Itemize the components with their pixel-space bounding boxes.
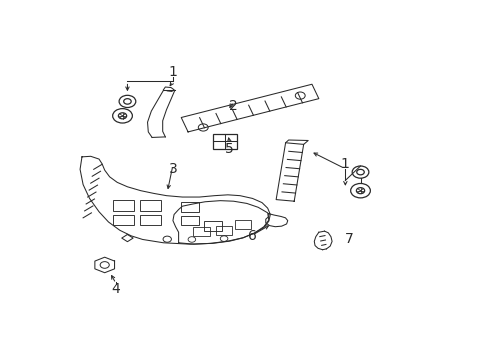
- Text: 4: 4: [111, 282, 120, 296]
- Bar: [203, 221, 222, 231]
- Bar: [140, 215, 160, 225]
- Bar: [181, 202, 199, 212]
- Text: 1: 1: [340, 157, 349, 171]
- Bar: [215, 226, 232, 235]
- Bar: [181, 216, 199, 225]
- Text: 7: 7: [344, 231, 353, 246]
- Bar: [113, 200, 134, 211]
- Text: 5: 5: [225, 141, 234, 156]
- Bar: [234, 220, 251, 229]
- Text: 6: 6: [247, 229, 256, 243]
- Bar: [212, 134, 237, 149]
- Bar: [113, 215, 134, 225]
- Bar: [193, 227, 209, 236]
- Text: 2: 2: [229, 99, 238, 113]
- Text: 3: 3: [168, 162, 177, 176]
- Bar: [140, 200, 160, 211]
- Text: 1: 1: [168, 65, 177, 79]
